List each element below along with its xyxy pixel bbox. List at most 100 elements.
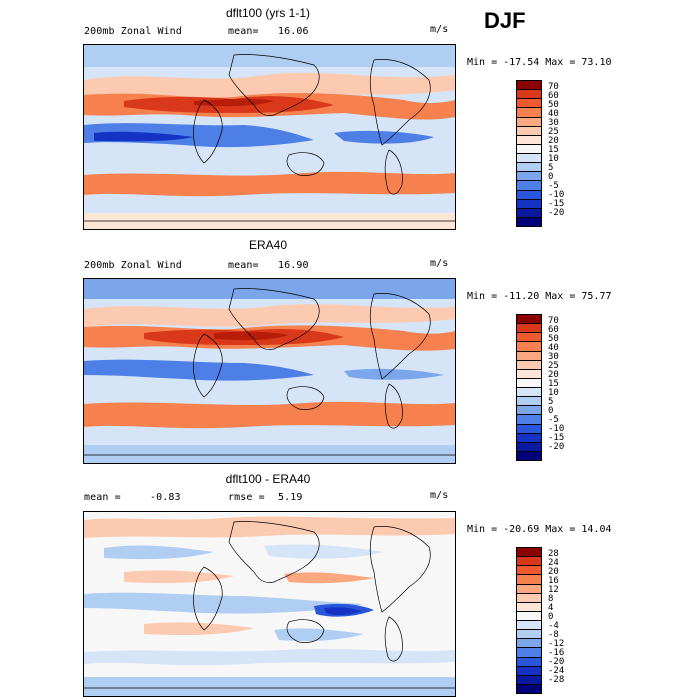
colorbar-swatch <box>517 415 541 425</box>
colorbar-label: 60 <box>548 325 559 335</box>
panel-3-map <box>83 511 456 697</box>
colorbar-swatch <box>517 406 541 416</box>
colorbar-label: -4 <box>548 621 559 631</box>
colorbar-label: 70 <box>548 82 559 92</box>
colorbar-label: 0 <box>548 406 554 416</box>
colorbar-label: 25 <box>548 127 559 137</box>
colorbar-label: 12 <box>548 585 559 595</box>
colorbar-swatch <box>517 144 541 154</box>
panel-2-colorbar <box>516 314 542 461</box>
colorbar-swatch <box>517 666 541 676</box>
colorbar-swatch <box>517 621 541 631</box>
colorbar-label: 20 <box>548 370 559 380</box>
colorbar-swatch <box>517 181 541 191</box>
panel-2-mean-label: mean= <box>228 260 259 271</box>
colorbar-swatch <box>517 602 541 612</box>
colorbar-swatch <box>517 360 541 370</box>
colorbar-swatch <box>517 657 541 667</box>
colorbar-label: 70 <box>548 316 559 326</box>
panel-2-title: ERA40 <box>248 238 288 252</box>
panel-3-units: m/s <box>430 490 449 501</box>
colorbar-swatch <box>517 81 541 91</box>
colorbar-label: 15 <box>548 145 559 155</box>
colorbar-swatch <box>517 154 541 164</box>
colorbar-swatch <box>517 388 541 398</box>
colorbar-swatch <box>517 135 541 145</box>
colorbar-swatch <box>517 108 541 118</box>
colorbar-label: 60 <box>548 91 559 101</box>
colorbar-label: 0 <box>548 172 554 182</box>
panel-1-mean-value: 16.06 <box>278 26 309 37</box>
colorbar-label: 20 <box>548 567 559 577</box>
colorbar-label: -15 <box>548 199 565 209</box>
colorbar-label: 10 <box>548 388 559 398</box>
colorbar-swatch <box>517 90 541 100</box>
panel-1-map <box>83 44 456 230</box>
colorbar-label: 5 <box>548 163 554 173</box>
colorbar-swatch <box>517 163 541 173</box>
colorbar-label: -20 <box>548 442 565 452</box>
colorbar-swatch <box>517 369 541 379</box>
colorbar-swatch <box>517 342 541 352</box>
colorbar-swatch <box>517 172 541 182</box>
panel-2-mean-value: 16.90 <box>278 260 309 271</box>
colorbar-label: 25 <box>548 361 559 371</box>
panel-3-rmse-value: 5.19 <box>278 492 303 503</box>
colorbar-label: -12 <box>548 639 565 649</box>
panel-3-colorbar <box>516 547 542 694</box>
colorbar-swatch <box>517 190 541 200</box>
colorbar-swatch <box>517 575 541 585</box>
colorbar-swatch <box>517 557 541 567</box>
panel-1-mean-label: mean= <box>228 26 259 37</box>
colorbar-label: -5 <box>548 415 559 425</box>
colorbar-label: 10 <box>548 154 559 164</box>
colorbar-swatch <box>517 315 541 325</box>
colorbar-swatch <box>517 648 541 658</box>
colorbar-label: 28 <box>548 549 559 559</box>
colorbar-swatch <box>517 217 541 226</box>
colorbar-swatch <box>517 397 541 407</box>
colorbar-label: -28 <box>548 675 565 685</box>
colorbar-swatch <box>517 333 541 343</box>
panel-2-map <box>83 278 456 464</box>
panel-1-title: dflt100 (yrs 1-1) <box>225 6 311 20</box>
panel-2-units: m/s <box>430 258 449 269</box>
colorbar-swatch <box>517 451 541 460</box>
colorbar-swatch <box>517 208 541 218</box>
colorbar-label: 24 <box>548 558 559 568</box>
colorbar-label: 16 <box>548 576 559 586</box>
colorbar-swatch <box>517 584 541 594</box>
panel-3-mean-value: -0.83 <box>150 492 181 503</box>
colorbar-label: -20 <box>548 208 565 218</box>
colorbar-label: -20 <box>548 657 565 667</box>
panel-1-map-svg <box>84 45 455 229</box>
colorbar-label: 30 <box>548 352 559 362</box>
colorbar-swatch <box>517 675 541 685</box>
panel-1-minmax: Min = -17.54 Max = 73.10 <box>467 57 612 68</box>
colorbar-swatch <box>517 199 541 209</box>
panel-1-colorbar <box>516 80 542 227</box>
colorbar-swatch <box>517 684 541 693</box>
panel-3-minmax: Min = -20.69 Max = 14.04 <box>467 524 612 535</box>
colorbar-swatch <box>517 378 541 388</box>
colorbar-swatch <box>517 351 541 361</box>
colorbar-swatch <box>517 442 541 452</box>
colorbar-label: 40 <box>548 343 559 353</box>
colorbar-label: -15 <box>548 433 565 443</box>
colorbar-label: 8 <box>548 594 554 604</box>
panel-1-field-label: 200mb Zonal Wind <box>84 26 182 37</box>
colorbar-swatch <box>517 99 541 109</box>
colorbar-label: -24 <box>548 666 565 676</box>
colorbar-swatch <box>517 611 541 621</box>
colorbar-swatch <box>517 630 541 640</box>
colorbar-swatch <box>517 639 541 649</box>
panel-1-units: m/s <box>430 24 449 35</box>
colorbar-label: 40 <box>548 109 559 119</box>
panel-2-field-label: 200mb Zonal Wind <box>84 260 182 271</box>
colorbar-label: 5 <box>548 397 554 407</box>
colorbar-label: -8 <box>548 630 559 640</box>
colorbar-label: 0 <box>548 612 554 622</box>
colorbar-label: 4 <box>548 603 554 613</box>
colorbar-label: 50 <box>548 334 559 344</box>
colorbar-swatch <box>517 324 541 334</box>
